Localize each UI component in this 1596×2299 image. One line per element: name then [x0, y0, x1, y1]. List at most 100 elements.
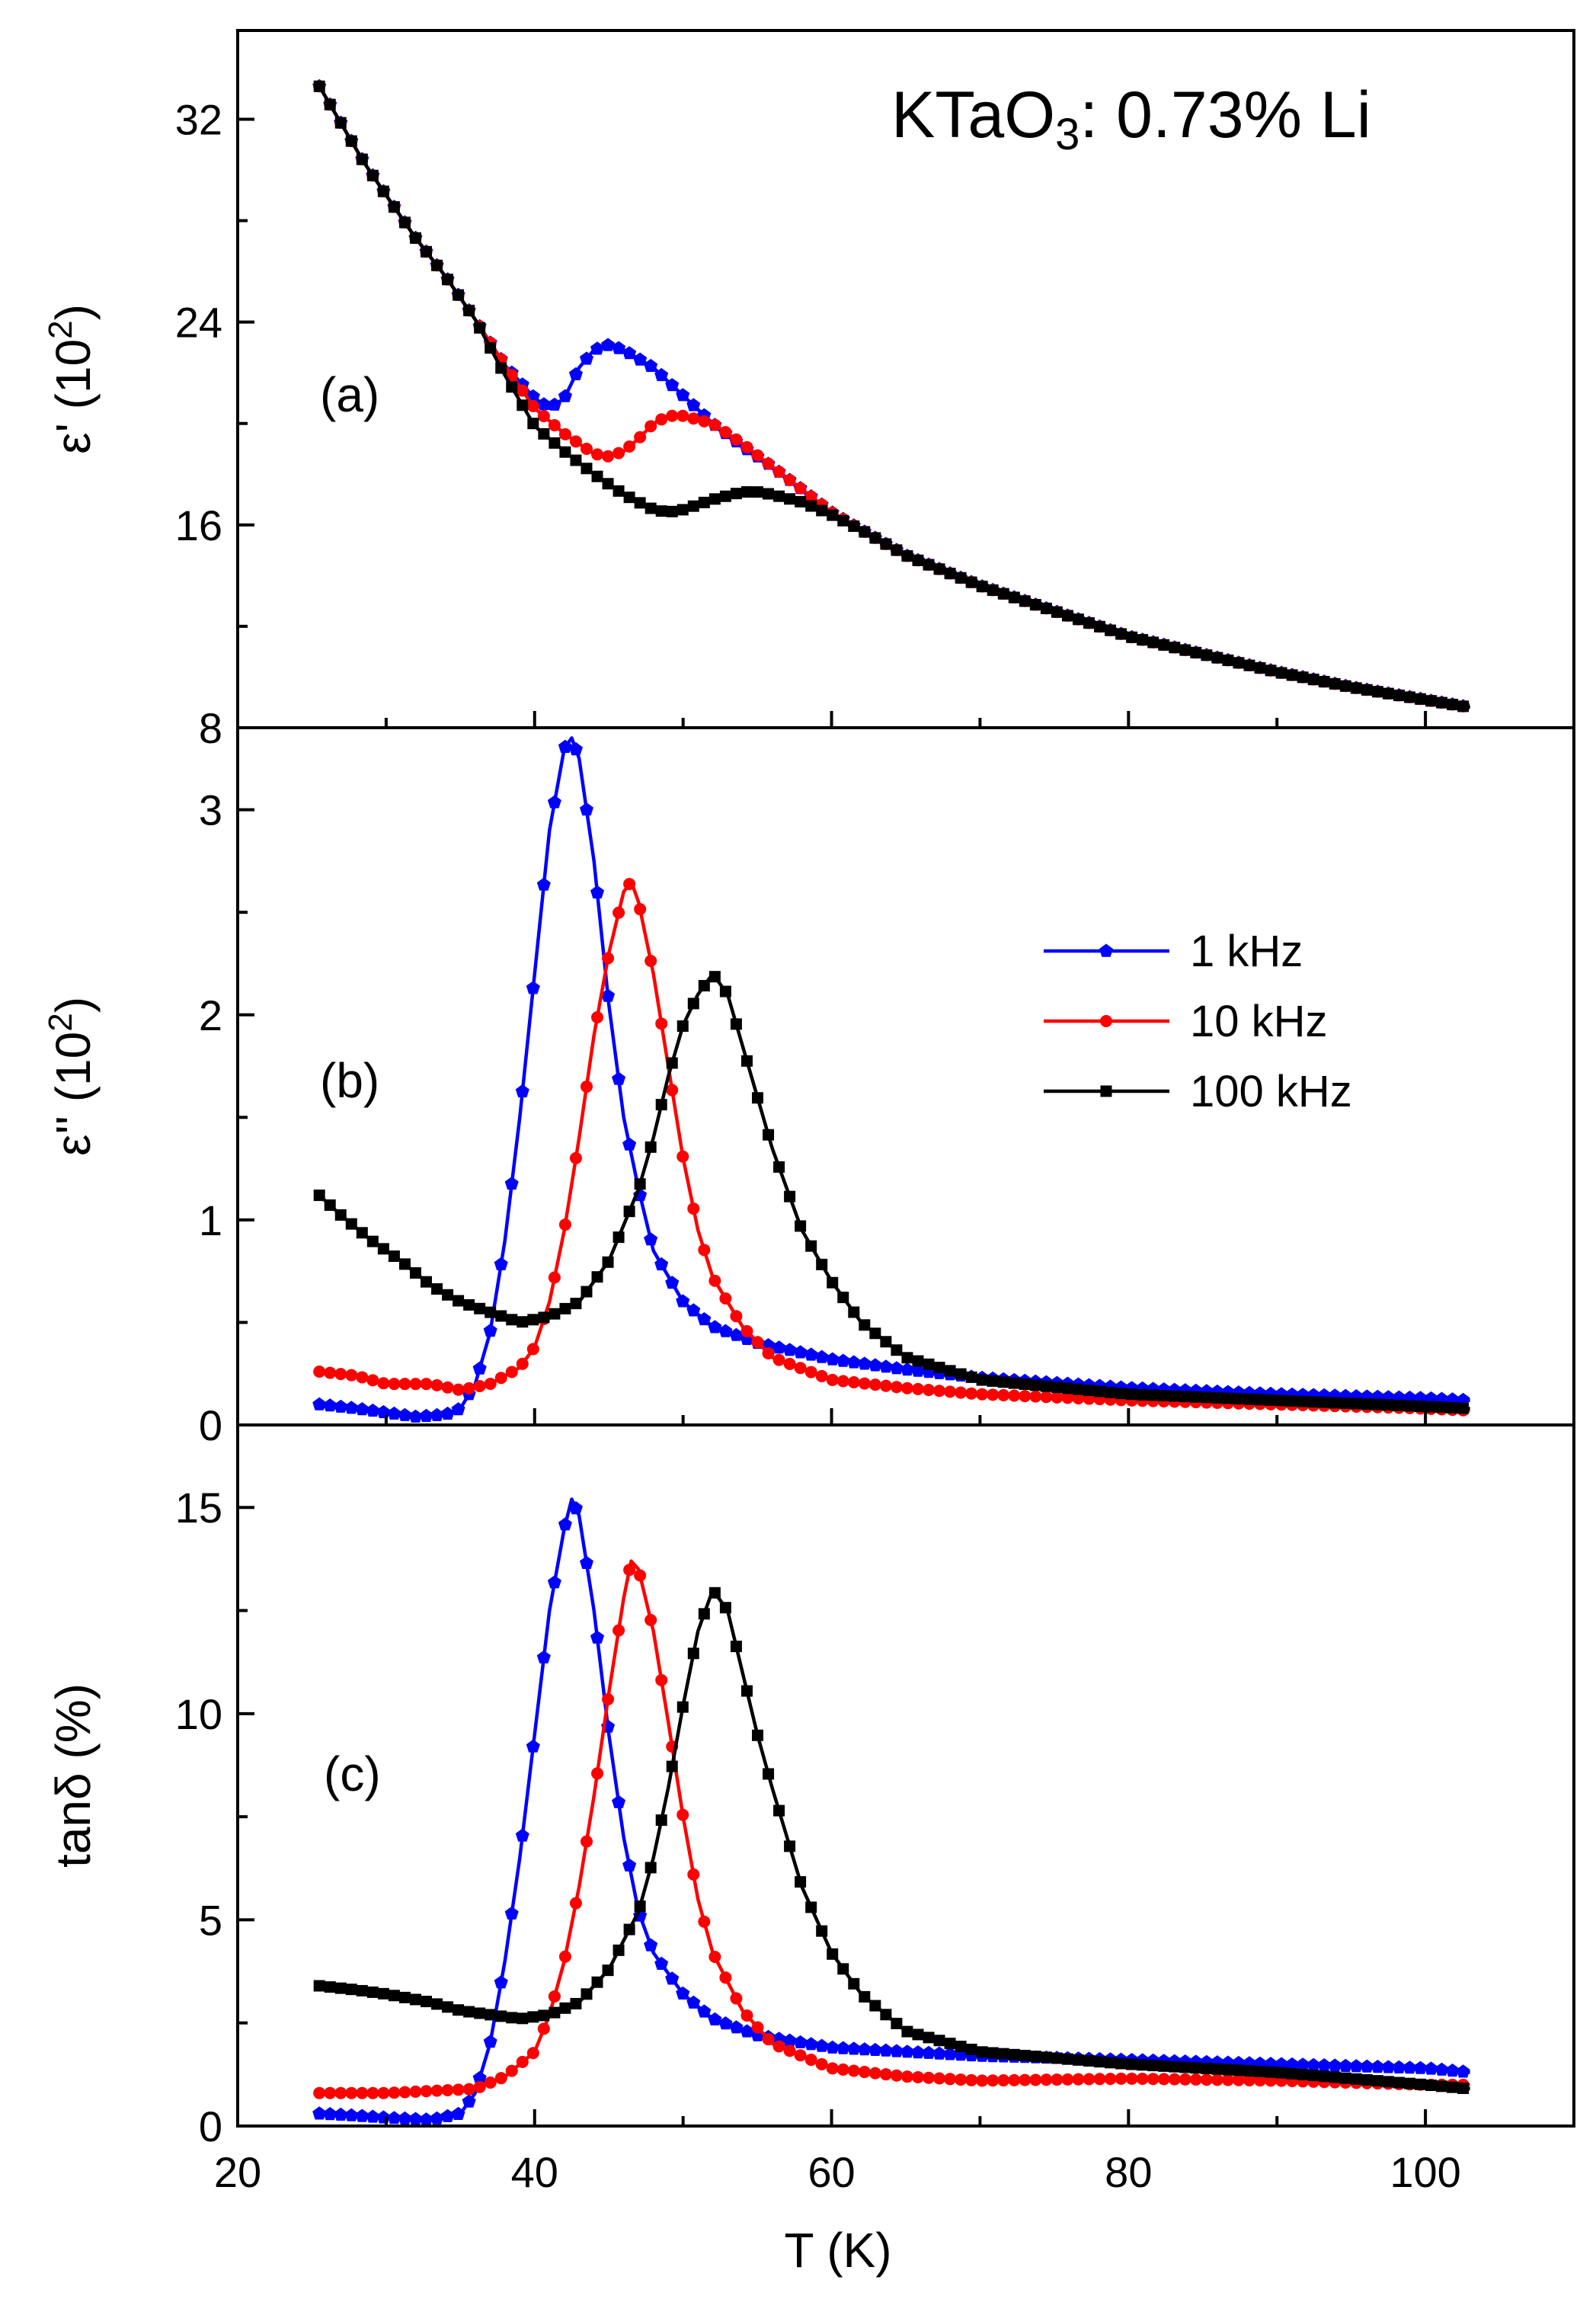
data-point: [1254, 2074, 1267, 2087]
data-point: [1457, 700, 1470, 712]
data-point: [1019, 1378, 1031, 1390]
data-point: [976, 581, 988, 593]
data-point: [485, 1306, 497, 1318]
data-point: [515, 1828, 529, 1842]
data-point: [814, 2038, 829, 2052]
data-point: [933, 2035, 945, 2047]
data-point: [1371, 1398, 1383, 1410]
data-point: [826, 1373, 839, 1386]
data-point: [923, 1384, 936, 1397]
data-point: [494, 1372, 507, 1385]
y-axis-title-sup: 2: [42, 1013, 79, 1031]
data-point: [356, 2086, 369, 2099]
data-point: [644, 502, 657, 514]
data-point: [1051, 2073, 1063, 2086]
data-point: [816, 1258, 828, 1270]
data-point: [580, 1080, 593, 1093]
data-point: [708, 418, 721, 431]
data-point: [708, 971, 721, 983]
data-point: [666, 1084, 679, 1097]
data-point: [1457, 2082, 1470, 2094]
data-point: [1339, 2058, 1353, 2072]
data-point: [452, 1383, 465, 1396]
data-point: [901, 550, 913, 562]
data-point: [804, 490, 817, 503]
data-point: [965, 1371, 977, 1383]
data-point: [1392, 2060, 1406, 2073]
data-point: [634, 1178, 646, 1190]
data-point: [901, 2025, 913, 2038]
data-point: [1093, 2073, 1106, 2086]
data-point: [1436, 2080, 1448, 2092]
data-point: [1349, 2059, 1364, 2073]
data-point: [505, 2064, 518, 2077]
data-point: [891, 1344, 903, 1356]
data-point: [763, 488, 775, 500]
data-point: [911, 2070, 924, 2083]
data-point: [932, 2046, 947, 2060]
data-point: [1371, 2075, 1383, 2087]
data-point: [719, 490, 731, 502]
legend-marker: [1100, 1015, 1112, 1027]
data-point: [591, 470, 603, 482]
data-point: [568, 367, 583, 380]
data-point: [1436, 1401, 1448, 1414]
data-point: [580, 1555, 593, 1569]
data-point: [719, 1971, 732, 1984]
data-point: [1211, 1391, 1223, 1404]
data-point: [634, 1569, 647, 1582]
data-point: [933, 1362, 945, 1374]
data-point: [1211, 2063, 1223, 2075]
data-point: [1094, 2056, 1106, 2068]
data-point: [1201, 1391, 1213, 1404]
data-point: [1083, 1385, 1095, 1397]
data-point: [1201, 649, 1213, 661]
data-point: [708, 2012, 722, 2025]
data-point: [816, 504, 828, 517]
data-point: [1072, 1391, 1085, 1404]
data-point: [1297, 1395, 1309, 1407]
data-point: [1243, 1393, 1255, 1405]
data-point: [420, 1378, 433, 1391]
data-point: [623, 440, 636, 453]
data-point: [623, 491, 635, 504]
data-point: [517, 2012, 529, 2025]
data-point: [740, 1055, 753, 1067]
data-point: [965, 2073, 978, 2086]
y-tick-label: 2: [199, 991, 222, 1039]
data-point: [869, 1327, 881, 1340]
data-point: [538, 427, 550, 440]
data-point: [356, 153, 368, 165]
data-point: [591, 448, 604, 461]
data-point: [1457, 1402, 1470, 1414]
data-point: [1434, 2062, 1449, 2076]
data-point: [654, 1257, 669, 1271]
data-point: [708, 1320, 722, 1334]
data-point: [880, 2009, 892, 2021]
data-point: [549, 1308, 561, 1320]
data-point: [1403, 2077, 1415, 2089]
data-point: [1211, 2073, 1223, 2086]
data-point: [430, 2084, 443, 2097]
data-point: [676, 1808, 689, 1821]
legend-label: 1 kHz: [1190, 927, 1303, 976]
data-point: [944, 1385, 957, 1398]
data-point: [752, 1092, 764, 1104]
x-tick-label: 60: [808, 2148, 855, 2196]
data-point: [730, 1018, 742, 1030]
data-point: [568, 742, 583, 756]
y-axis-title-main: ε'' (10: [46, 1032, 101, 1156]
data-point: [334, 1982, 347, 1994]
data-point: [602, 1964, 614, 1977]
data-point: [654, 367, 669, 382]
data-point: [1061, 2053, 1073, 2065]
data-point: [634, 1900, 646, 1913]
data-point: [1179, 1391, 1191, 1403]
data-point: [538, 1311, 550, 1324]
data-point: [1381, 2060, 1396, 2073]
data-point: [633, 352, 648, 366]
data-point: [837, 1963, 849, 1975]
data-point: [708, 1274, 721, 1287]
data-point: [355, 2108, 369, 2122]
